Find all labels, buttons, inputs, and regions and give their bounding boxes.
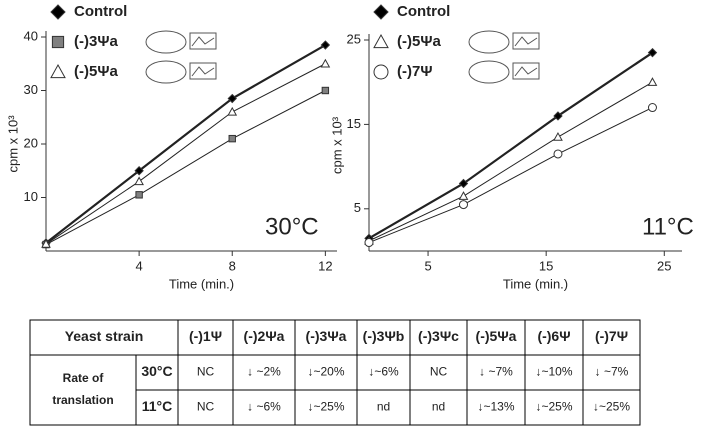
legend-marker <box>373 64 389 80</box>
y-tick-label: 15 <box>347 116 361 131</box>
series-line <box>368 81 653 242</box>
legend-marker <box>51 35 65 49</box>
protein-icon <box>512 62 540 80</box>
protein-icon <box>514 66 538 77</box>
legend-marker <box>373 33 389 49</box>
x-tick-label: 12 <box>318 258 332 273</box>
table-cell: ↓ ~2% <box>247 365 281 379</box>
marker <box>553 149 563 159</box>
protein-icon <box>191 66 215 77</box>
annotation: 11°C <box>642 213 694 240</box>
series-line <box>45 44 326 244</box>
legend-marker <box>373 4 389 20</box>
table-cell: NC <box>197 365 215 379</box>
y-axis-label: cpm x 10³ <box>5 115 20 173</box>
marker <box>41 239 51 248</box>
y-tick-label: 10 <box>24 189 38 204</box>
marker <box>227 93 237 104</box>
row-group-label: Rate of translation <box>52 371 113 407</box>
row-label: 11°C <box>142 398 173 414</box>
protein-icon <box>191 36 215 47</box>
legend-label: (-)5Ψa <box>74 63 118 80</box>
table-border <box>29 319 641 426</box>
marker <box>228 134 236 143</box>
table-cell: nd <box>432 400 445 414</box>
table-header: (-)1Ψ <box>189 328 222 344</box>
marker <box>134 176 144 186</box>
row-label: 30°C <box>141 363 172 379</box>
series-line <box>45 90 326 246</box>
x-tick-label: 8 <box>229 258 236 273</box>
x-tick-label: 15 <box>539 258 553 273</box>
protein-icon <box>468 30 510 54</box>
marker <box>647 77 658 86</box>
legend-label: Control <box>397 3 450 20</box>
table-header: Yeast strain <box>65 328 144 344</box>
marker <box>321 86 330 95</box>
legend-marker <box>50 4 66 20</box>
x-tick-label: 5 <box>424 258 431 273</box>
table-cell: ↓~25% <box>593 400 630 414</box>
y-tick-label: 30 <box>24 82 38 97</box>
legend-label: Control <box>74 3 127 20</box>
protein-icon <box>514 36 538 47</box>
table-cell: ↓~20% <box>307 365 344 379</box>
table-header: (-)5Ψa <box>476 328 517 344</box>
y-axis-label: cpm x 10³ <box>329 116 344 174</box>
table-header: (-)6Ψ <box>537 328 570 344</box>
y-tick-label: 20 <box>24 135 38 150</box>
annotation: 30°C <box>265 213 319 240</box>
table-cell: NC <box>430 365 448 379</box>
table-cell: ↓~6% <box>368 365 399 379</box>
table-header: (-)3Ψa <box>306 328 347 344</box>
x-tick-label: 4 <box>136 258 143 273</box>
x-axis-label: Time (min.) <box>169 276 234 291</box>
marker <box>227 106 238 116</box>
protein-icon <box>468 60 510 84</box>
legend-marker <box>50 63 66 79</box>
series-line <box>45 63 326 245</box>
table-header: (-)3Ψc <box>418 328 459 344</box>
marker <box>134 166 144 176</box>
marker <box>553 111 563 121</box>
table-cell: NC <box>197 400 215 414</box>
protein-icon <box>145 30 187 54</box>
y-tick-label: 25 <box>347 31 361 46</box>
legend-label: (-)7Ψ <box>397 63 432 80</box>
table-cell: nd <box>377 400 390 414</box>
legend-label: (-)5Ψa <box>397 33 441 50</box>
protein-icon <box>189 32 217 50</box>
table-cell: ↓~25% <box>307 400 344 414</box>
marker <box>458 178 469 189</box>
marker <box>135 191 143 199</box>
x-axis-label: Time (min.) <box>503 276 568 291</box>
table-cell: ↓~25% <box>535 400 572 414</box>
protein-icon <box>512 32 540 50</box>
marker <box>647 103 657 113</box>
marker <box>320 40 331 50</box>
marker <box>320 58 331 68</box>
marker <box>458 191 469 200</box>
table-header: (-)7Ψ <box>595 328 628 344</box>
legend-label: (-)3Ψa <box>74 33 118 50</box>
x-tick-label: 25 <box>657 258 671 273</box>
series-line <box>368 51 654 240</box>
marker <box>458 200 468 210</box>
table-cell: ↓ ~7% <box>595 365 629 379</box>
table-cell: ↓ ~6% <box>247 400 281 414</box>
table-header: (-)3Ψb <box>363 328 405 344</box>
table-header: (-)2Ψa <box>244 328 285 344</box>
protein-icon <box>189 62 217 80</box>
marker <box>364 238 374 248</box>
table-cell: ↓~10% <box>535 365 572 379</box>
marker <box>647 47 658 58</box>
marker <box>553 132 563 141</box>
table-cell: ↓ ~7% <box>479 365 513 379</box>
table-cell: ↓~13% <box>477 400 514 414</box>
y-tick-label: 40 <box>24 28 38 43</box>
series-line <box>368 107 653 244</box>
y-tick-label: 5 <box>354 200 361 215</box>
protein-icon <box>145 60 187 84</box>
